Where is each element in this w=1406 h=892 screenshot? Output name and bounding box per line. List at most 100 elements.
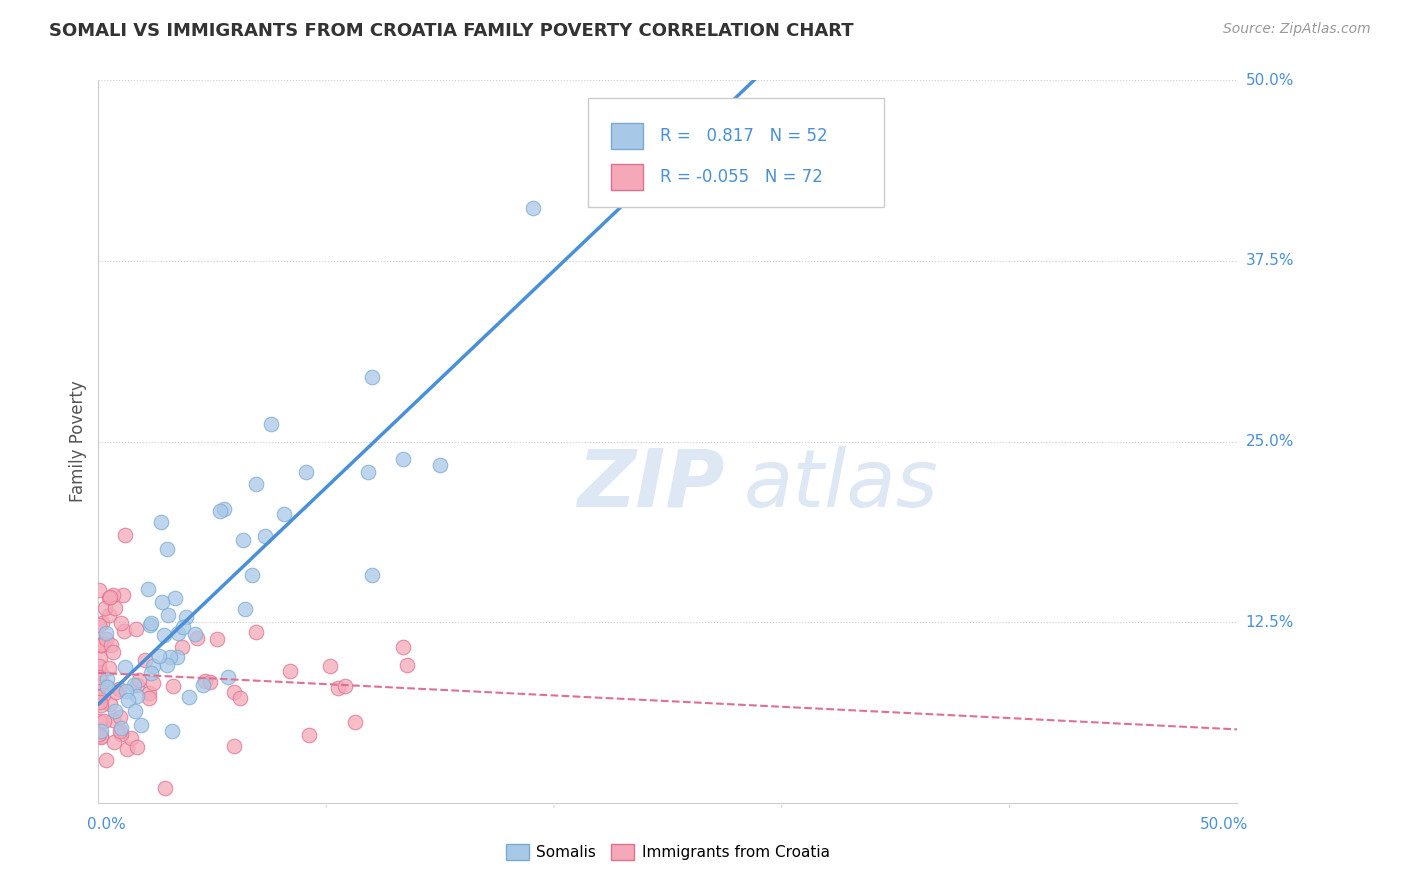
Point (89, 670, 111, 684)
Text: 50.0%: 50.0% (1246, 73, 1294, 87)
Point (104, 600, 127, 615)
Point (110, 722, 132, 736)
Point (157, 607, 180, 622)
Point (96, 625, 118, 640)
Point (254, 529, 277, 543)
Point (150, 595, 173, 609)
Point (91, 637, 114, 651)
Point (141, 666, 163, 681)
Point (260, 417, 283, 431)
Point (198, 675, 221, 690)
Point (128, 673, 150, 688)
Point (278, 664, 301, 678)
Point (392, 640, 415, 654)
Point (357, 465, 380, 479)
Point (333, 679, 356, 693)
Legend: Somalis, Immigrants from Croatia: Somalis, Immigrants from Croatia (506, 844, 830, 860)
Point (232, 533, 254, 548)
Point (103, 735, 125, 749)
Point (108, 710, 131, 724)
Point (159, 650, 181, 665)
Point (90, 698, 112, 712)
Point (96, 672, 118, 686)
Text: atlas: atlas (744, 446, 939, 524)
Point (294, 465, 316, 479)
Text: SOMALI VS IMMIGRANTS FROM CROATIA FAMILY POVERTY CORRELATION CHART: SOMALI VS IMMIGRANTS FROM CROATIA FAMILY… (49, 22, 853, 40)
Point (87, 690, 110, 705)
Point (240, 567, 263, 582)
Point (108, 724, 131, 739)
FancyBboxPatch shape (612, 122, 643, 149)
Point (87, 583, 110, 598)
Point (149, 515, 172, 529)
Point (245, 625, 267, 640)
Point (319, 659, 342, 673)
Point (298, 728, 321, 742)
Point (90, 675, 112, 690)
Point (93, 714, 115, 728)
FancyBboxPatch shape (588, 98, 884, 207)
Point (224, 739, 246, 753)
Point (90, 723, 112, 738)
Point (233, 602, 256, 616)
Point (117, 693, 139, 707)
Point (155, 781, 177, 796)
Point (134, 653, 156, 667)
Point (177, 690, 200, 704)
Point (115, 742, 138, 756)
Point (90, 730, 112, 744)
Point (191, 678, 214, 692)
Point (124, 704, 146, 718)
Point (361, 568, 384, 582)
Point (170, 640, 193, 654)
Point (120, 731, 142, 746)
Text: R = -0.055   N = 72: R = -0.055 N = 72 (659, 168, 823, 186)
Point (136, 582, 159, 597)
Point (229, 690, 252, 705)
Point (166, 649, 188, 664)
Point (194, 674, 217, 689)
Point (103, 588, 125, 602)
Point (98, 697, 121, 711)
Point (156, 658, 179, 673)
Point (139, 616, 162, 631)
Point (98, 591, 121, 606)
Point (127, 690, 149, 704)
Text: 0.0%: 0.0% (87, 817, 125, 832)
Point (153, 628, 176, 642)
Text: 37.5%: 37.5% (1246, 253, 1294, 268)
Point (205, 632, 228, 646)
Text: 25.0%: 25.0% (1246, 434, 1294, 449)
Point (93, 600, 115, 615)
Text: ZIP: ZIP (576, 446, 724, 524)
Point (89, 695, 111, 709)
Point (114, 683, 136, 698)
Point (97, 661, 120, 675)
FancyBboxPatch shape (612, 164, 643, 190)
Point (96, 680, 118, 694)
Point (90, 638, 112, 652)
Point (110, 616, 132, 631)
Point (125, 622, 148, 636)
Point (142, 659, 165, 673)
Point (217, 670, 239, 684)
Point (97, 608, 120, 623)
Point (108, 681, 131, 696)
Point (122, 678, 145, 692)
Text: R =   0.817   N = 52: R = 0.817 N = 52 (659, 127, 828, 145)
Point (328, 681, 350, 696)
Point (148, 648, 170, 663)
Point (111, 588, 134, 602)
Point (91, 615, 114, 630)
Point (89, 714, 111, 729)
Point (98, 591, 121, 605)
Point (360, 370, 382, 384)
Point (89, 650, 111, 665)
Point (343, 714, 366, 729)
Y-axis label: Family Poverty: Family Poverty (69, 381, 87, 502)
Point (162, 680, 184, 694)
Point (184, 627, 207, 641)
Point (104, 704, 127, 718)
Point (125, 739, 148, 754)
Point (214, 501, 236, 516)
